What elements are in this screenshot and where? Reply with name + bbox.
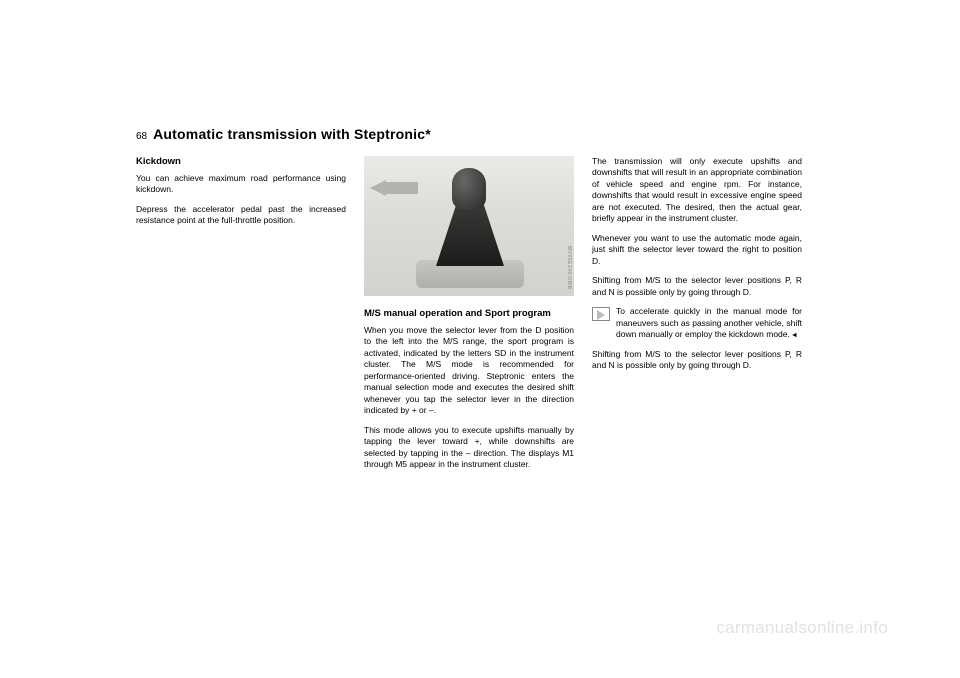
tip-text-content: To accelerate quickly in the man­ual mod…: [616, 306, 802, 339]
gear-shift-illustration: MV05E140-UMB: [364, 156, 574, 296]
column-2: MV05E140-UMB M/S manual operation and Sp…: [364, 156, 574, 478]
manual-page: 68 Automatic transmission with Steptroni…: [136, 126, 836, 478]
column-3: The transmission will only execute upshi…: [592, 156, 802, 478]
left-arrow-icon: [370, 176, 420, 200]
col2-p1: When you move the selector lever from th…: [364, 325, 574, 417]
col3-tip: To accelerate quickly in the man­ual mod…: [616, 306, 802, 340]
heading-ms-program: M/S manual operation and Sport program: [364, 308, 574, 321]
col2-p2: This mode allows you to execute upshifts…: [364, 425, 574, 471]
col1-p2: Depress the accelerator pedal past the i…: [136, 204, 346, 227]
illustration-code: MV05E140-UMB: [565, 246, 572, 290]
page-number: 68: [136, 131, 147, 142]
page-title: Automatic transmission with Steptronic*: [153, 126, 431, 142]
end-triangle-icon: [791, 329, 798, 340]
page-header: 68 Automatic transmission with Steptroni…: [136, 126, 836, 142]
column-1: Kickdown You can achieve maximum road pe…: [136, 156, 346, 478]
col3-p4: Shifting from M/S to the selector lever …: [592, 349, 802, 372]
col3-p2: Whenever you want to use the auto­matic …: [592, 233, 802, 267]
content-columns: Kickdown You can achieve maximum road pe…: [136, 156, 836, 478]
tip-block: To accelerate quickly in the man­ual mod…: [592, 306, 802, 340]
col3-p1: The transmission will only execute upshi…: [592, 156, 802, 225]
tip-arrow-icon: [592, 307, 610, 321]
col3-p3: Shifting from M/S to the selector lever …: [592, 275, 802, 298]
shift-knob: [452, 168, 486, 210]
col1-p1: You can achieve maximum road perfor­manc…: [136, 173, 346, 196]
heading-kickdown: Kickdown: [136, 156, 346, 169]
watermark: carmanualsonline.info: [716, 618, 888, 638]
